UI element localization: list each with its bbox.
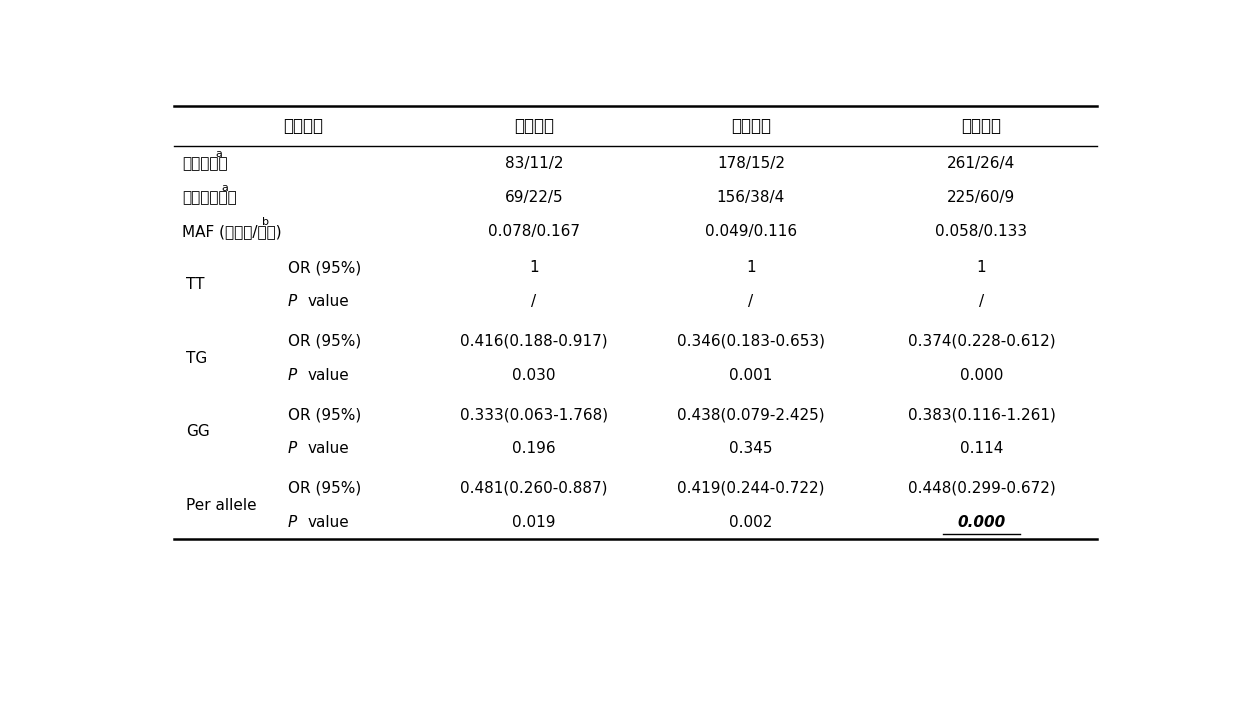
Text: TG: TG xyxy=(186,350,207,366)
Text: 1: 1 xyxy=(977,260,986,275)
Text: P: P xyxy=(288,368,298,383)
Text: 0.019: 0.019 xyxy=(512,515,556,530)
Text: 0.333(0.063-1.768): 0.333(0.063-1.768) xyxy=(460,407,608,422)
Text: OR (95%): OR (95%) xyxy=(288,481,361,496)
Text: 0.114: 0.114 xyxy=(960,441,1003,456)
Text: 0.196: 0.196 xyxy=(512,441,556,456)
Text: 0.374(0.228-0.612): 0.374(0.228-0.612) xyxy=(908,334,1055,349)
Text: GG: GG xyxy=(186,424,210,440)
Text: 261/26/4: 261/26/4 xyxy=(947,156,1016,171)
Text: a: a xyxy=(222,183,228,193)
Text: 1: 1 xyxy=(529,260,539,275)
Text: 0.416(0.188-0.917): 0.416(0.188-0.917) xyxy=(460,334,608,349)
Text: /: / xyxy=(978,294,985,309)
Text: 0.002: 0.002 xyxy=(729,515,773,530)
Text: OR (95%): OR (95%) xyxy=(288,260,361,275)
Text: 0.000: 0.000 xyxy=(957,515,1006,530)
Text: 156/38/4: 156/38/4 xyxy=(717,190,785,205)
Text: OR (95%): OR (95%) xyxy=(288,407,361,422)
Text: 0.438(0.079-2.425): 0.438(0.079-2.425) xyxy=(677,407,825,422)
Text: 0.448(0.299-0.672): 0.448(0.299-0.672) xyxy=(908,481,1055,496)
Text: 0.419(0.244-0.722): 0.419(0.244-0.722) xyxy=(677,481,825,496)
Text: 0.481(0.260-0.887): 0.481(0.260-0.887) xyxy=(460,481,608,496)
Text: 0.030: 0.030 xyxy=(512,368,556,383)
Text: 178/15/2: 178/15/2 xyxy=(717,156,785,171)
Text: value: value xyxy=(308,294,348,309)
Text: b: b xyxy=(262,217,269,226)
Text: /: / xyxy=(748,294,754,309)
Text: 合并结果: 合并结果 xyxy=(961,117,1002,135)
Text: 发现阶段: 发现阶段 xyxy=(515,117,554,135)
Text: TT: TT xyxy=(186,278,205,292)
Text: MAF (性早熟/对照): MAF (性早熟/对照) xyxy=(182,224,281,239)
Text: 1: 1 xyxy=(746,260,755,275)
Text: value: value xyxy=(308,441,348,456)
Text: 69/22/5: 69/22/5 xyxy=(505,190,563,205)
Text: 0.346(0.183-0.653): 0.346(0.183-0.653) xyxy=(677,334,825,349)
Text: 0.058/0.133: 0.058/0.133 xyxy=(935,224,1028,239)
Text: value: value xyxy=(308,515,348,530)
Text: P: P xyxy=(288,515,298,530)
Text: 验证阶段: 验证阶段 xyxy=(730,117,771,135)
Text: a: a xyxy=(215,149,222,158)
Text: P: P xyxy=(288,294,298,309)
Text: 0.383(0.116-1.261): 0.383(0.116-1.261) xyxy=(908,407,1055,422)
Text: 83/11/2: 83/11/2 xyxy=(505,156,563,171)
Text: 研究阶段: 研究阶段 xyxy=(284,117,324,135)
Text: value: value xyxy=(308,368,348,383)
Text: 225/60/9: 225/60/9 xyxy=(947,190,1016,205)
Text: 0.345: 0.345 xyxy=(729,441,773,456)
Text: 0.049/0.116: 0.049/0.116 xyxy=(704,224,797,239)
Text: 0.078/0.167: 0.078/0.167 xyxy=(489,224,580,239)
Text: 性早熟河蟹: 性早熟河蟹 xyxy=(182,156,227,171)
Text: 0.000: 0.000 xyxy=(960,368,1003,383)
Text: /: / xyxy=(532,294,537,309)
Text: P: P xyxy=(288,441,298,456)
Text: 正常对照河蟹: 正常对照河蟹 xyxy=(182,190,237,205)
Text: Per allele: Per allele xyxy=(186,498,257,512)
Text: 0.001: 0.001 xyxy=(729,368,773,383)
Text: OR (95%): OR (95%) xyxy=(288,334,361,349)
